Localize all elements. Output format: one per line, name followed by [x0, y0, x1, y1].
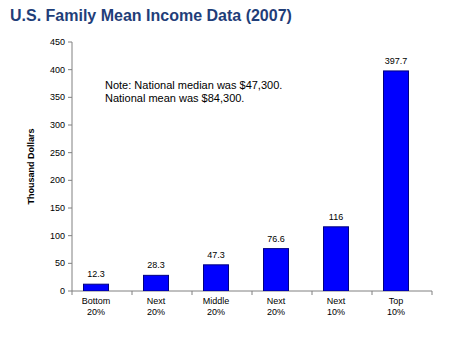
x-tick: [192, 291, 193, 295]
annotation: National mean was $84,300.: [105, 92, 244, 104]
x-tick: [432, 291, 433, 295]
y-tick: [68, 152, 72, 153]
x-tick-label: Next10%: [327, 296, 346, 317]
y-tick: [68, 235, 72, 236]
bar: [324, 227, 349, 291]
bars: [84, 71, 409, 291]
x-tick-label: Top10%: [387, 296, 405, 317]
x-tick: [132, 291, 133, 295]
data-label: 397.7: [385, 56, 408, 66]
y-axis: [72, 42, 73, 291]
y-tick: [68, 180, 72, 181]
y-tick: [68, 291, 72, 292]
x-tick-label: Next20%: [267, 296, 286, 317]
chart: U.S. Family Mean Income Data (2007) Thous…: [0, 0, 450, 338]
bar: [84, 284, 109, 291]
x-tick-label: Middle20%: [203, 296, 230, 317]
y-tick: [68, 125, 72, 126]
y-tick-label: 400: [50, 65, 65, 75]
y-tick-label: 0: [60, 286, 65, 296]
y-tick: [68, 208, 72, 209]
title: U.S. Family Mean Income Data (2007): [10, 7, 292, 24]
y-tick-label: 350: [50, 92, 65, 102]
bar: [264, 249, 289, 291]
x-tick-label: Next20%: [147, 296, 166, 317]
y-axis-label: Thousand Dollars: [26, 128, 36, 204]
x-tick: [312, 291, 313, 295]
x-tick: [372, 291, 373, 295]
x-tick-label: Bottom20%: [82, 296, 111, 317]
bar: [144, 275, 169, 291]
y-tick: [68, 69, 72, 70]
y-tick-label: 150: [50, 203, 65, 213]
y-tick: [68, 42, 72, 43]
data-label: 12.3: [87, 269, 105, 279]
y-tick-label: 300: [50, 120, 65, 130]
y-tick-label: 50: [55, 258, 65, 268]
annotation: Note: National median was $47,300.: [105, 79, 282, 91]
data-label: 28.3: [147, 260, 165, 270]
x-tick: [252, 291, 253, 295]
y-tick-label: 450: [50, 37, 65, 47]
bar: [384, 71, 409, 291]
data-label: 76.6: [267, 234, 285, 244]
bar: [204, 265, 229, 291]
y-tick-label: 250: [50, 148, 65, 158]
y-tick: [68, 263, 72, 264]
data-label: 47.3: [207, 250, 225, 260]
y-tick: [68, 97, 72, 98]
y-tick-label: 200: [50, 175, 65, 185]
x-tick: [72, 291, 73, 295]
y-tick-label: 100: [50, 231, 65, 241]
data-label: 116: [329, 212, 343, 222]
